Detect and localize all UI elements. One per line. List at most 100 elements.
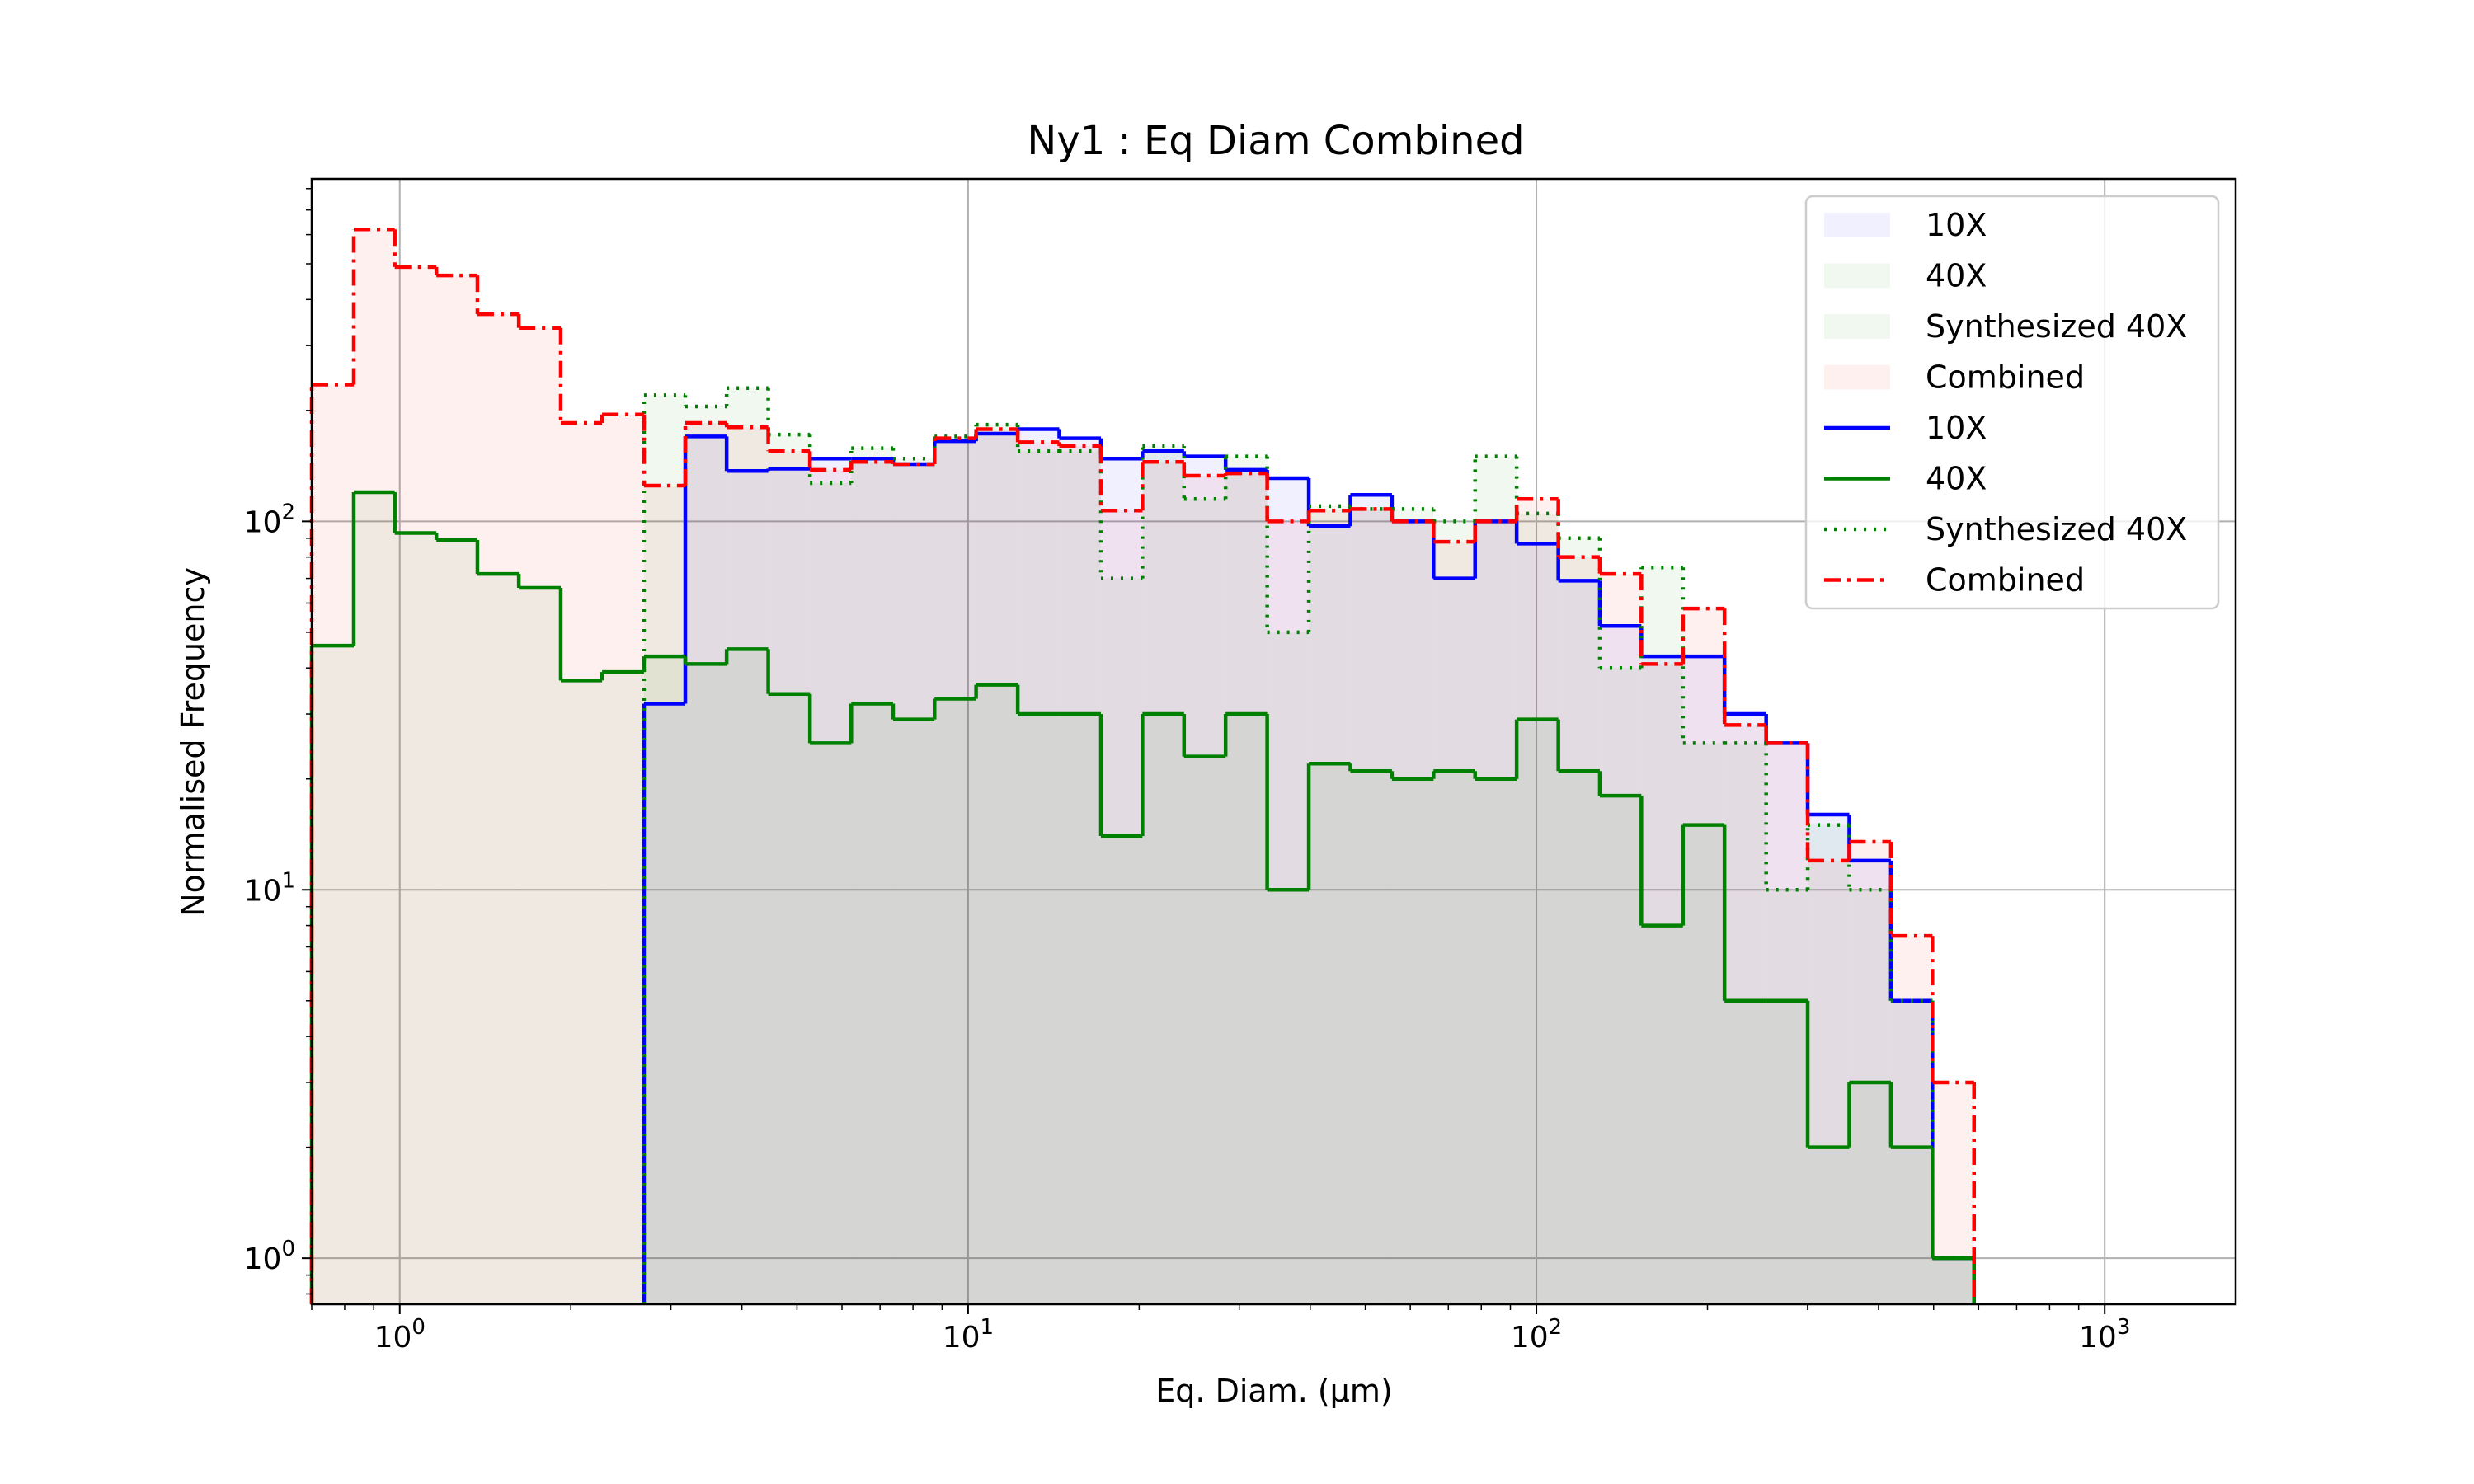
40x-bar	[1391, 778, 1434, 1304]
40x-bar	[1059, 714, 1101, 1304]
synthesized-40x-bar	[1142, 446, 1184, 1304]
combined-bar	[1059, 446, 1101, 1304]
combined-bar	[1558, 556, 1600, 1304]
synthesized-40x-bar	[643, 395, 685, 1304]
y-tick-label-exponent: 2	[281, 500, 295, 524]
y-tick-label-base: 10	[244, 874, 282, 908]
synthesized-40x-bar	[1183, 499, 1226, 1304]
10x-bar	[976, 433, 1018, 1304]
10x-bar	[810, 458, 852, 1304]
axes-frame	[310, 177, 2237, 1306]
combined-bar	[1517, 499, 1559, 1304]
40x-bar	[1309, 763, 1351, 1304]
combined-bar	[892, 463, 935, 1304]
40x-bar	[768, 693, 811, 1304]
40x-bar	[1599, 796, 1642, 1304]
10x-bar	[1808, 815, 1850, 1304]
y-tick-label-base: 10	[244, 1242, 282, 1276]
y-axis-label: Normalised Frequency	[175, 567, 211, 917]
10x-bar	[1766, 743, 1808, 1304]
combined-bar	[1018, 442, 1060, 1304]
x-tick-label-exponent: 0	[412, 1315, 426, 1340]
40x-bar	[1849, 1082, 1891, 1304]
synthesized-40x-bar	[1059, 451, 1101, 1304]
y-tick-label: 102	[244, 500, 295, 539]
40x-bar	[1433, 771, 1475, 1304]
combined-bar	[1309, 510, 1351, 1304]
x-tick-label: 103	[2079, 1315, 2130, 1355]
combined-bar	[1766, 743, 1808, 1304]
synthesized-40x-bar	[1849, 890, 1891, 1304]
10x-bar	[851, 458, 893, 1304]
combined-bar	[1391, 521, 1434, 1304]
10x-bar	[892, 463, 935, 1304]
40x-bar	[1018, 714, 1060, 1304]
legend-label: 10X	[1926, 410, 1987, 446]
legend-swatch-patch-40x	[1824, 263, 1890, 289]
40x-bar	[1766, 1000, 1808, 1304]
combined-bar	[768, 451, 811, 1304]
synthesized-40x-bar	[1433, 521, 1475, 1304]
synthesized-40x-bar	[727, 387, 769, 1305]
40x-bar	[1475, 778, 1517, 1304]
40x-bar	[353, 491, 395, 1304]
legend-label: Combined	[1926, 562, 2085, 599]
40x-bar	[602, 672, 644, 1304]
synthesized-40x-bar	[1267, 632, 1310, 1304]
y-tick-label-exponent: 0	[281, 1237, 295, 1261]
40x-bar	[1225, 714, 1268, 1304]
combined-bar	[1599, 574, 1642, 1304]
legend-swatch-patch-10x	[1824, 213, 1890, 237]
combined-bar	[851, 462, 893, 1304]
10x-bar	[1558, 580, 1600, 1304]
synthesized-40x-series	[642, 386, 1977, 1304]
combined-bar	[934, 438, 976, 1304]
combined-bar	[1724, 725, 1766, 1304]
legend-label: Combined	[1926, 359, 2085, 396]
x-axis-label: Eq. Diam. (μm)	[1155, 1373, 1392, 1409]
synthesized-40x-bar	[1766, 890, 1808, 1304]
combined-bar	[1225, 473, 1268, 1304]
10x-bar	[1890, 1000, 1933, 1304]
synthesized-40x-bar	[934, 436, 976, 1305]
combined-bar	[353, 229, 395, 1305]
40x-bar	[643, 656, 685, 1304]
synthesized-40x-bar	[684, 406, 727, 1305]
combined-bar	[602, 414, 644, 1304]
10x-bar	[1475, 521, 1517, 1304]
synthesized-40x-bar	[810, 482, 852, 1304]
x-tick-label: 100	[374, 1315, 426, 1355]
x-axis-ticks: 100 101 102 103	[311, 1304, 2130, 1355]
40x-bar	[1724, 1000, 1766, 1304]
40x-bar	[312, 646, 354, 1304]
40x-bar	[1100, 835, 1143, 1304]
synthesized-40x-bar	[768, 434, 811, 1305]
synthesized-40x-bar	[1475, 456, 1517, 1304]
combined-bar	[1808, 860, 1850, 1304]
40x-bar	[1932, 1258, 1974, 1304]
10x-bar	[1682, 656, 1725, 1304]
combined-bar	[1100, 510, 1143, 1304]
synthesized-40x-bar	[1558, 538, 1600, 1304]
combined-bar	[727, 427, 769, 1304]
40x-bar	[1682, 824, 1725, 1304]
combined-bar	[1932, 1082, 1974, 1304]
combined-bar	[1350, 509, 1392, 1304]
10x-bar	[1517, 543, 1559, 1304]
40x-bar	[1142, 714, 1184, 1304]
40x-bar	[1267, 890, 1310, 1304]
series-fills	[312, 229, 1974, 1305]
x-tick-label-exponent: 2	[1549, 1315, 1563, 1340]
10x-bar	[1100, 458, 1143, 1304]
10x-bar	[643, 703, 685, 1304]
synthesized-40x-bar	[1890, 1000, 1933, 1304]
10x-bar	[1309, 526, 1351, 1304]
combined-bar	[519, 327, 561, 1304]
10x-bar	[934, 441, 976, 1304]
chart-title: Ny1 : Eq Diam Combined	[1027, 118, 1524, 164]
10x-bar	[1599, 626, 1642, 1304]
legend-swatch-patch-synthesized-40x	[1824, 314, 1890, 339]
10x-bar	[684, 436, 727, 1305]
combined-bar	[684, 422, 727, 1304]
